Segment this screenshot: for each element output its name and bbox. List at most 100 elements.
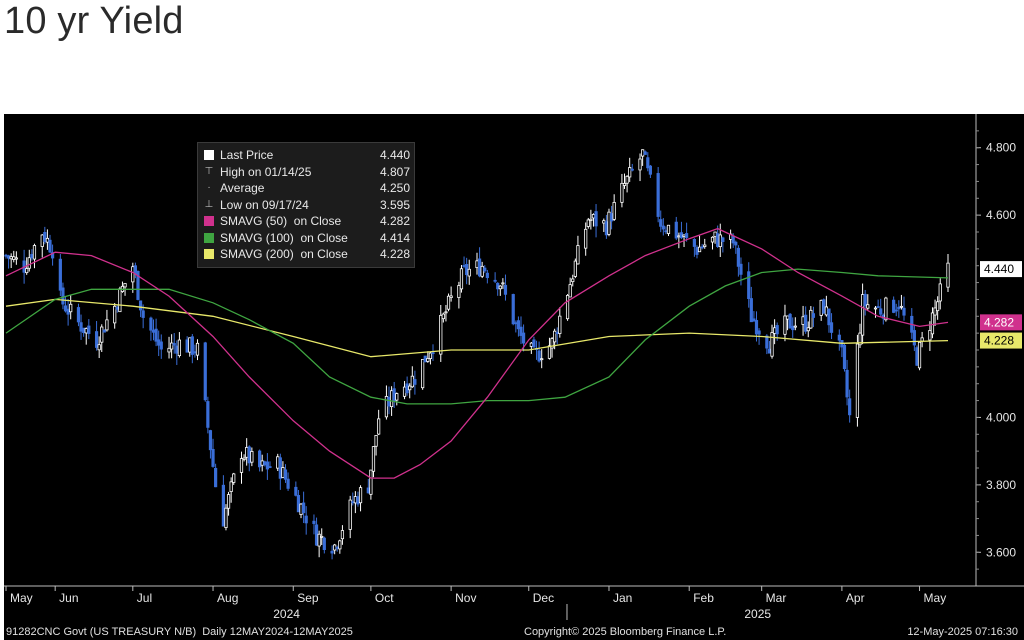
candle-body [568, 284, 572, 298]
x-year-label: 2025 [744, 607, 771, 621]
candle-body [353, 496, 357, 504]
candle-body [446, 295, 451, 310]
candle-body [118, 288, 122, 313]
legend-label: SMAVG (100) on Close [220, 230, 348, 245]
x-tick-label: Oct [375, 591, 394, 605]
candle-body [322, 537, 326, 551]
sma100-line [5, 268, 949, 405]
candle-body [519, 326, 523, 336]
chart-legend: Last Price 4.440 ⊤ High on 01/14/25 4.807 · Av… [197, 142, 415, 268]
candle-body [330, 550, 334, 554]
candle-body [586, 219, 590, 227]
candle-body [84, 328, 88, 334]
candle-body [296, 495, 301, 513]
candle-body [485, 272, 489, 279]
candle-body [167, 347, 171, 353]
candle-body [783, 315, 787, 335]
candle-body [767, 348, 772, 354]
candle-body [622, 183, 627, 186]
candle-body [521, 332, 526, 344]
candle-body [286, 478, 290, 489]
candle-body [679, 232, 684, 239]
candle-body [656, 173, 660, 217]
candle-body [873, 307, 878, 310]
candle-body [405, 383, 409, 394]
candle-body [848, 398, 852, 416]
candle-body [185, 339, 189, 353]
x-tick-label: Dec [533, 591, 554, 605]
page-title: 10 yr Yield [4, 0, 184, 42]
candle-body [9, 256, 13, 260]
candle-body [6, 255, 11, 259]
last-value-badge [980, 332, 1022, 349]
yield-chart: 4.800 4.600 4.000 3.800 3.600 May Jun Jul Aug Sep… [4, 114, 1024, 621]
candle-body [630, 168, 634, 171]
x-tick-label: Mar [766, 591, 787, 605]
candle-body [32, 245, 37, 260]
candle-body [757, 330, 761, 335]
candle-body [573, 260, 577, 277]
candle-body [333, 544, 337, 551]
candle-body [643, 151, 647, 155]
legend-item: SMAVG (100) on Close 4.414 [198, 230, 414, 246]
footer-copyright: Copyright© 2025 Bloomberg Finance L.P. [524, 626, 727, 638]
candle-body [915, 347, 919, 366]
candle-body [206, 401, 210, 428]
candle-body [773, 327, 777, 334]
candle-body [928, 330, 932, 341]
candle-body [4, 254, 8, 257]
candle-body [946, 262, 950, 288]
candle-body [45, 237, 50, 243]
candle-body [392, 388, 396, 402]
candle-body [879, 308, 883, 315]
candle-body [175, 345, 179, 354]
candle-body [734, 241, 738, 246]
candle-body [428, 352, 433, 359]
candle-body [809, 309, 813, 329]
candle-body [76, 307, 81, 323]
legend-item: ⊥ Low on 09/17/24 3.595 [198, 197, 414, 213]
candle-body [348, 499, 352, 530]
candle-body [514, 322, 518, 325]
x-tick-label: May [10, 591, 33, 605]
legend-label: Average [220, 181, 265, 195]
candle-body [547, 345, 552, 359]
candle-body [133, 265, 137, 275]
candle-body [716, 233, 720, 247]
candle-body [100, 326, 104, 343]
candle-body [14, 257, 18, 260]
candle-body [700, 246, 704, 249]
candle-body [480, 265, 484, 277]
candle-body [149, 317, 153, 331]
legend-item: · Average 4.250 [198, 180, 414, 196]
candle-body [641, 149, 645, 157]
candle-body [377, 418, 381, 435]
candle-body [682, 234, 686, 237]
candle-body [320, 535, 324, 538]
candle-body [625, 175, 629, 184]
candle-body [25, 268, 29, 274]
candle-body [602, 220, 606, 224]
candle-body [845, 369, 849, 398]
candle-body [172, 343, 176, 346]
candle-body [79, 322, 83, 332]
candle-body [902, 307, 906, 316]
candle-body [423, 355, 427, 363]
last-value-badge [980, 261, 1022, 278]
candle-body [718, 234, 722, 248]
candle-body [188, 337, 192, 353]
candle-body [565, 295, 570, 320]
candle-body [245, 447, 249, 458]
legend-value: 4.440 [379, 148, 410, 162]
candle-body [899, 305, 904, 308]
chart-panel: 4.800 4.600 4.000 3.800 3.600 May Jun Jul Aug Sep… [4, 114, 1024, 640]
candle-body [232, 473, 236, 483]
candle-body [775, 325, 779, 335]
legend-value: 4.414 [379, 230, 410, 245]
candle-body [659, 219, 663, 227]
candle-body [936, 301, 940, 312]
candle-body [664, 230, 668, 233]
candle-body [177, 339, 181, 357]
legend-value: 4.250 [379, 181, 410, 195]
candle-body [389, 390, 394, 408]
